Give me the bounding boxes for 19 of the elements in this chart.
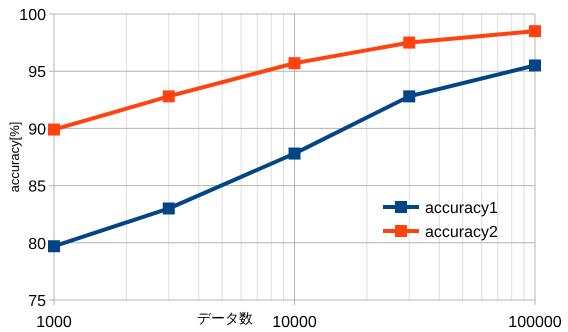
point	[48, 124, 60, 136]
y-axis-title: accuracy[%]	[7, 122, 22, 192]
y-tick-label: 90	[28, 121, 46, 138]
point	[288, 57, 300, 70]
point	[288, 148, 300, 160]
y-tick-label: 95	[28, 64, 46, 82]
y-tick-label: 85	[28, 178, 46, 196]
point	[48, 240, 60, 252]
y-tick-label: 75	[28, 293, 46, 310]
x-tick-label: 10000	[272, 314, 317, 331]
y-tick-label: 80	[28, 236, 46, 253]
x-tick-label: 100000	[508, 314, 562, 331]
legend-label: accuracy1	[425, 200, 498, 217]
y-tick-label: 100	[19, 7, 46, 24]
x-axis-title: データ数	[197, 310, 253, 326]
point	[529, 25, 541, 38]
legend-label: accuracy2	[425, 224, 498, 241]
x-tick-label: 1000	[36, 314, 72, 331]
point	[529, 59, 541, 72]
